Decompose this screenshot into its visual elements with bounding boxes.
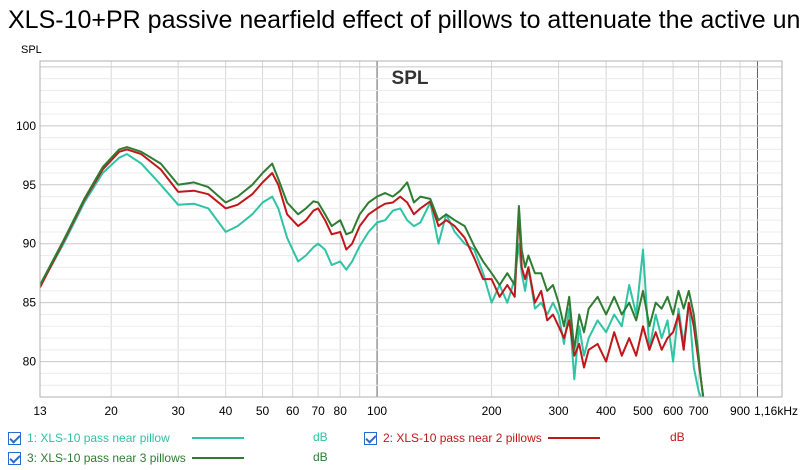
series-line-1 — [40, 153, 702, 397]
legend-item-2[interactable]: 2: XLS-10 pass near 2 pillows — [364, 429, 542, 447]
x-tick-label: 60 — [286, 404, 300, 418]
legend-swatch-3 — [192, 457, 244, 459]
x-tick-label: 30 — [171, 404, 185, 418]
x-tick-label: 700 — [689, 404, 709, 418]
series-line-3 — [40, 146, 705, 397]
x-tick-label: 50 — [256, 404, 270, 418]
x-tick-label: 600 — [663, 404, 683, 418]
y-axis-label: SPL — [21, 44, 42, 56]
grid-group — [40, 61, 782, 397]
chart-title: XLS-10+PR passive nearfield effect of pi… — [8, 6, 800, 34]
legend-label-3: 3: XLS-10 pass near 3 pillows — [27, 451, 186, 465]
y-tick-label: 85 — [23, 296, 37, 310]
x-tick-label: 20 — [104, 404, 118, 418]
legend-label-1: 1: XLS-10 pass near pillow — [27, 431, 170, 445]
x-tick-label: 1,16kHz — [754, 404, 798, 418]
y-tick-label: 80 — [23, 355, 37, 369]
legend-item-1[interactable]: 1: XLS-10 pass near pillow — [8, 429, 170, 447]
legend-swatch-2 — [548, 437, 600, 439]
series-group — [40, 146, 705, 397]
x-tick-label: 900 — [730, 404, 750, 418]
legend-unit-3: dB — [313, 450, 328, 464]
plot-label: SPL — [392, 68, 429, 89]
x-tick-label: 500 — [633, 404, 653, 418]
plot-frame — [39, 60, 783, 398]
spl-chart: SPL 80 85 90 95 100 13 20 30 40 50 60 70 80 100 200 30… — [16, 44, 798, 418]
legend-unit-2: dB — [670, 430, 685, 444]
x-tick-label: 80 — [334, 404, 348, 418]
x-tick-label: 70 — [311, 404, 325, 418]
legend-swatch-1 — [192, 437, 244, 439]
y-tick-label: 100 — [16, 119, 36, 133]
x-tick-label: 100 — [367, 404, 387, 418]
legend-item-3[interactable]: 3: XLS-10 pass near 3 pillows — [8, 449, 186, 467]
legend-label-2: 2: XLS-10 pass near 2 pillows — [383, 431, 542, 445]
x-tick-label: 40 — [219, 404, 233, 418]
y-tick-label: 90 — [23, 237, 37, 251]
x-tick-label: 400 — [596, 404, 616, 418]
x-tick-label: 13 — [33, 404, 47, 418]
legend-unit-1: dB — [313, 430, 328, 444]
legend: 1: XLS-10 pass near pillow dB 2: XLS-10 … — [0, 426, 800, 470]
x-tick-labels: 13 20 30 40 50 60 70 80 100 200 300 400 500 600 700 900… — [33, 404, 798, 418]
legend-checkbox-3[interactable] — [8, 451, 21, 465]
series-line-2 — [40, 148, 705, 397]
legend-checkbox-2[interactable] — [364, 431, 377, 445]
y-tick-labels: 80 85 90 95 100 — [16, 119, 36, 369]
legend-checkbox-1[interactable] — [8, 431, 21, 445]
x-tick-label: 200 — [482, 404, 502, 418]
y-tick-label: 95 — [23, 178, 37, 192]
x-tick-label: 300 — [549, 404, 569, 418]
